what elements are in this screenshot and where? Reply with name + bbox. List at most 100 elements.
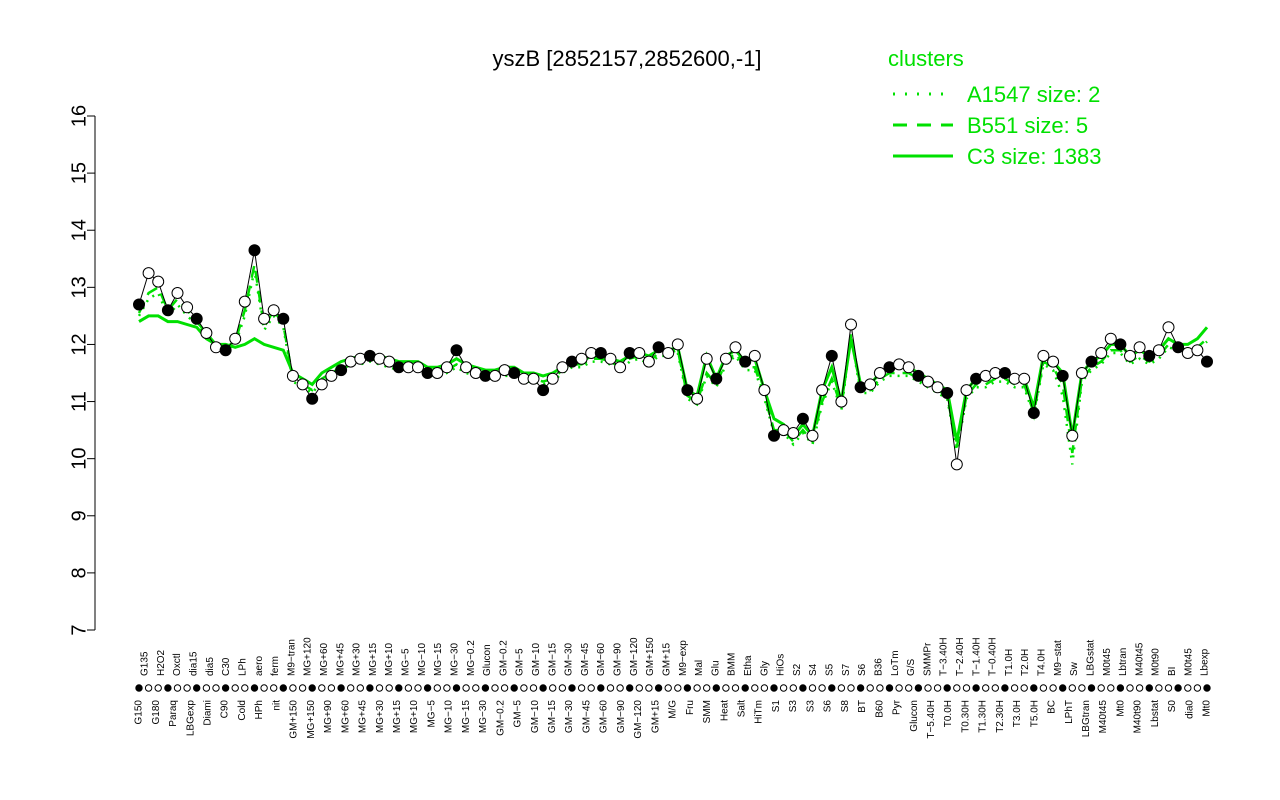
x-category-marker <box>731 684 740 692</box>
data-point <box>902 361 915 374</box>
data-point <box>700 352 713 365</box>
x-tick-label: B36 <box>873 658 884 676</box>
x-tick-label: T2.30H <box>995 700 1006 733</box>
x-tick-label: GM−30 <box>564 700 575 734</box>
data-point <box>1075 367 1088 379</box>
x-tick-label: GM+150 <box>645 637 656 676</box>
data-point <box>508 367 521 379</box>
x-category-marker <box>991 684 999 692</box>
x-category-marker <box>318 684 326 692</box>
data-point <box>306 392 319 405</box>
x-category-marker <box>549 684 557 692</box>
x-tick-label: HPh <box>254 700 265 719</box>
series-line-solid <box>138 314 1209 442</box>
data-point <box>142 267 155 280</box>
x-category-marker <box>270 684 278 692</box>
x-category-marker <box>933 684 942 692</box>
x-category-marker <box>741 684 749 692</box>
x-tick-label: S3 <box>788 700 799 713</box>
x-tick-label: LBGtran <box>1081 700 1092 737</box>
x-category-marker <box>866 684 874 692</box>
y-tick-label: 16 <box>68 105 90 127</box>
x-tick-label: GM−60 <box>596 642 607 676</box>
x-tick-label: MG−30 <box>449 642 460 676</box>
x-tick-label: C30 <box>221 657 232 676</box>
x-category-marker <box>308 684 316 692</box>
y-tick-label: 14 <box>68 219 90 241</box>
data-point <box>998 367 1011 379</box>
x-tick-label: G135 <box>140 651 151 676</box>
x-tick-label: HiOs <box>776 654 787 676</box>
x-category-marker <box>443 684 451 692</box>
data-point <box>729 341 742 354</box>
x-category-marker <box>568 684 576 692</box>
x-category-marker <box>520 684 528 692</box>
x-category-marker <box>914 684 923 692</box>
x-category-marker <box>1135 684 1144 692</box>
x-category-marker <box>635 684 643 692</box>
data-point <box>440 361 453 374</box>
data-point <box>460 361 473 374</box>
x-tick-label: C90 <box>220 700 231 719</box>
data-point <box>604 352 617 365</box>
x-category-marker <box>683 684 692 692</box>
x-tick-label: MG+45 <box>358 700 369 734</box>
data-point <box>873 367 886 379</box>
data-point <box>941 387 954 399</box>
x-category-marker <box>905 684 913 692</box>
data-point <box>796 412 809 425</box>
x-tick-label: GM+150 <box>289 700 300 739</box>
y-axis: 7 8 9 10 11 12 13 14 15 16 <box>68 105 96 636</box>
x-category-marker <box>674 684 682 692</box>
x-category-marker <box>241 684 249 692</box>
x-category-marker <box>279 684 287 692</box>
x-tick-label: LBGexp <box>185 700 196 737</box>
data-point <box>825 349 838 362</box>
data-point <box>1066 429 1079 442</box>
x-tick-label: S6 <box>823 700 834 713</box>
data-point <box>1201 355 1213 368</box>
series-lines <box>137 264 1209 465</box>
data-point <box>1095 347 1108 359</box>
data-point <box>1191 344 1204 357</box>
x-category-marker <box>1010 684 1019 692</box>
x-tick-label: M40t90 <box>1133 700 1144 734</box>
x-tick-label: T1.30H <box>978 700 989 733</box>
x-category-marker <box>1049 684 1057 692</box>
x-tick-label: T3.0H <box>1012 700 1023 727</box>
x-tick-label: BI <box>1167 667 1178 676</box>
data-point <box>1037 349 1050 362</box>
data-point <box>335 364 348 377</box>
x-category-marker <box>626 684 634 692</box>
x-tick-label: HiTm <box>754 700 765 724</box>
data-point <box>556 361 569 374</box>
data-point <box>662 347 675 359</box>
x-tick-label: Lbstat <box>1150 700 1161 727</box>
x-tick-label: GM−90 <box>613 642 624 676</box>
x-category-marker <box>856 684 865 692</box>
data-point <box>1133 341 1146 354</box>
x-tick-label: GM−10 <box>530 700 541 734</box>
x-category-marker <box>395 684 403 692</box>
x-category-marker <box>751 684 759 692</box>
data-point <box>614 361 627 374</box>
data-point <box>229 332 242 345</box>
x-tick-label: Pyr <box>892 699 903 715</box>
x-tick-label: aero <box>254 656 265 676</box>
x-category-marker <box>693 684 701 692</box>
x-tick-label: MG−15 <box>461 700 472 734</box>
x-category-marker <box>587 684 595 692</box>
x-category-marker <box>943 684 951 692</box>
x-tick-label: T−5.40H <box>926 700 937 739</box>
data-point <box>1124 349 1136 362</box>
x-category-marker <box>231 684 239 692</box>
x-category-marker <box>1030 684 1038 692</box>
x-category-marker <box>1107 684 1115 692</box>
x-category-marker <box>1164 684 1173 692</box>
x-category-marker <box>433 684 441 692</box>
x-category-marker <box>164 684 172 692</box>
series-points <box>133 244 1213 471</box>
x-tick-label: MG+10 <box>409 700 420 734</box>
x-category-marker <box>876 684 884 692</box>
data-point <box>1056 369 1069 382</box>
